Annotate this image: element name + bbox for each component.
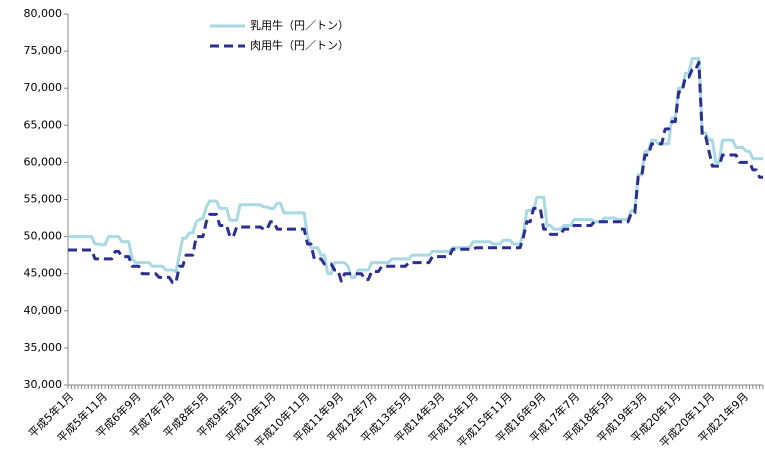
series-line	[68, 57, 763, 279]
legend-label: 肉用牛（円／トン）	[250, 38, 349, 52]
y-tick-label: 40,000	[24, 304, 63, 317]
legend-label: 乳用牛（円／トン）	[250, 18, 349, 32]
y-tick-label: 50,000	[24, 230, 63, 243]
y-tick-label: 35,000	[24, 341, 63, 354]
y-tick-label: 75,000	[24, 44, 63, 57]
y-tick-label: 80,000	[24, 7, 63, 20]
y-tick-label: 60,000	[24, 155, 63, 168]
y-tick-label: 45,000	[24, 267, 63, 280]
y-tick-label: 65,000	[24, 118, 63, 131]
y-tick-label: 55,000	[24, 193, 63, 206]
series-line	[68, 60, 763, 285]
y-tick-label: 30,000	[24, 378, 63, 391]
y-tick-label: 70,000	[24, 81, 63, 94]
